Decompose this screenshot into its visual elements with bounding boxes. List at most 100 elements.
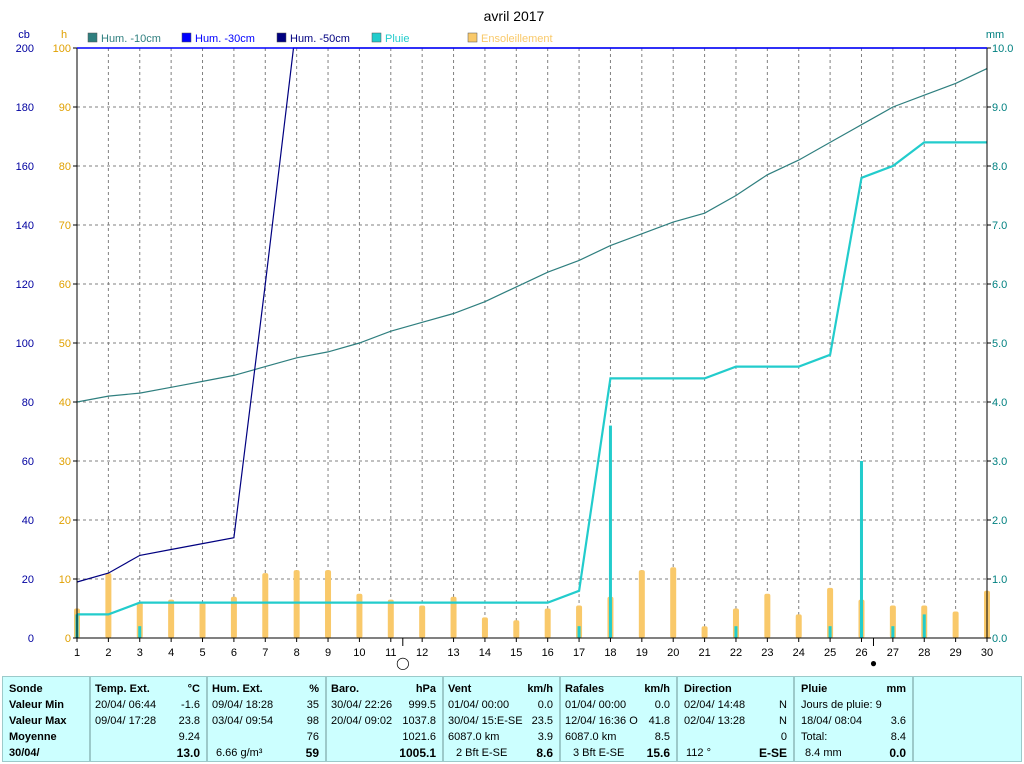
- direction-title: Direction: [684, 683, 732, 695]
- x-tick-label: 14: [479, 647, 491, 659]
- y-tick-label-mid: 70: [59, 220, 71, 232]
- direction-min-value: N: [779, 699, 787, 711]
- sunshine-bar: [105, 573, 112, 638]
- rain-daily-bar: [734, 626, 738, 638]
- vent-last: 8.6: [536, 746, 553, 760]
- vent-max-value: 23.5: [531, 715, 553, 727]
- pluie-cumul: 8.4 mm: [805, 747, 842, 759]
- series-line-hum10: [76, 68, 988, 403]
- rafales-distance: 6087.0 km: [565, 731, 617, 743]
- weather-chart: avril 2017 Hum. -10cm Hum. -30cm Hum. -50c…: [16, 8, 1014, 670]
- axes: [76, 47, 988, 639]
- row-label-max: Valeur Max: [9, 715, 67, 727]
- y-tick-label-left: 80: [22, 397, 34, 409]
- left-axis-unit: cb: [18, 29, 30, 41]
- baro-min-value: 999.5: [408, 699, 436, 711]
- y-tick-label-left: 120: [16, 279, 34, 291]
- y-tick-label-right: 10.0: [992, 43, 1013, 55]
- sunshine-bar: [670, 567, 677, 638]
- x-tick-label: 29: [949, 647, 961, 659]
- direction-degrees: 112 °: [686, 747, 711, 759]
- empty-section: [913, 676, 1022, 762]
- temp-section: Temp. Ext. °C 20/04/ 06:44 -1.6 09/04/ 17:…: [90, 676, 207, 762]
- y-tick-label-left: 200: [16, 43, 34, 55]
- temp-last: 13.0: [176, 746, 200, 760]
- vent-max-date: 30/04/ 15:E-SE: [448, 715, 523, 727]
- sunshine-bar: [952, 611, 959, 638]
- x-tick-label: 13: [447, 647, 459, 659]
- x-tick-label: 11: [385, 647, 396, 659]
- x-tick-label: 2: [105, 647, 111, 659]
- rafales-max-date: 12/04/ 16:36 O: [565, 715, 638, 727]
- sunshine-bar: [293, 570, 300, 638]
- legend-label: Hum. -50cm: [290, 33, 350, 45]
- vent-min-value: 0.0: [537, 699, 553, 711]
- baro-last: 1005.1: [399, 746, 436, 760]
- chart-title: avril 2017: [484, 8, 545, 24]
- row-label-moyenne: Moyenne: [9, 731, 57, 743]
- rain-daily-bar: [859, 461, 863, 638]
- y-tick-label-mid: 60: [59, 279, 71, 291]
- x-tick-label: 1: [74, 647, 80, 659]
- sonde-title: Sonde: [9, 683, 43, 695]
- x-tick-label: 30: [981, 647, 993, 659]
- direction-section: Direction 02/04/ 14:48 N 02/04/ 13:28 N 0 …: [677, 676, 794, 762]
- x-tick-label: 6: [231, 647, 237, 659]
- sunshine-bar: [638, 570, 645, 638]
- x-tick-label: 5: [199, 647, 205, 659]
- hum-min-value: 35: [306, 699, 319, 711]
- sunshine-bar: [325, 570, 332, 638]
- legend-label: Ensoleillement: [481, 33, 553, 45]
- baro-unit: hPa: [415, 683, 436, 695]
- temp-moyenne: 9.24: [178, 731, 200, 743]
- y-tick-label-mid: 0: [65, 633, 71, 645]
- x-tick-label: 7: [262, 647, 268, 659]
- sunshine-bar: [544, 608, 551, 638]
- pluie-last: 0.0: [889, 746, 906, 760]
- x-tick-label: 26: [855, 647, 867, 659]
- pluie-unit: mm: [886, 683, 906, 695]
- baro-max-date: 20/04/ 09:02: [331, 715, 393, 727]
- x-tick-label: 20: [667, 647, 679, 659]
- y-tick-label-right: 5.0: [992, 338, 1007, 350]
- temp-title: Temp. Ext.: [95, 683, 150, 695]
- series-lines: [76, 47, 988, 616]
- sunshine-bar: [199, 602, 206, 638]
- x-tick-label: 18: [604, 647, 616, 659]
- rafales-beaufort: 3 Bft E-SE: [573, 747, 625, 759]
- direction-moyenne: 0: [780, 731, 787, 743]
- x-tick-label: 12: [416, 647, 428, 659]
- legend-swatch: [371, 32, 382, 43]
- y-tick-label-right: 1.0: [992, 574, 1007, 586]
- y-tick-label-mid: 20: [59, 515, 71, 527]
- baro-min-date: 30/04/ 22:26: [331, 699, 393, 711]
- y-tick-label-right: 6.0: [992, 279, 1007, 291]
- y-tick-label-left: 20: [22, 574, 34, 586]
- x-tick-label: 17: [573, 647, 585, 659]
- legend: Hum. -10cm Hum. -30cm Hum. -50cm Pluie Ensol…: [87, 32, 553, 45]
- tick-labels: 0204060801001201401601802000102030405060…: [16, 43, 1014, 659]
- mid-axis-unit: h: [61, 29, 67, 41]
- rain-daily-bar: [138, 626, 142, 638]
- y-tick-label-right: 4.0: [992, 397, 1007, 409]
- x-tick-label: 23: [761, 647, 773, 659]
- row-label-date: 30/04/: [9, 747, 40, 759]
- y-tick-label-right: 3.0: [992, 456, 1007, 468]
- y-tick-label-left: 0: [28, 633, 34, 645]
- x-tick-label: 16: [542, 647, 554, 659]
- sunshine-bar: [513, 620, 520, 638]
- sunshine-bar: [764, 593, 771, 638]
- legend-swatch: [87, 32, 98, 43]
- pluie-max-date: 18/04/ 08:04: [801, 715, 863, 727]
- pluie-max-value: 3.6: [890, 715, 906, 727]
- baro-title: Baro.: [331, 683, 360, 695]
- grid: [77, 48, 987, 638]
- y-tick-label-right: 7.0: [992, 220, 1007, 232]
- vent-title: Vent: [448, 683, 472, 695]
- hum-moyenne: 76: [306, 731, 319, 743]
- y-tick-label-mid: 10: [59, 574, 71, 586]
- x-tick-label: 8: [294, 647, 300, 659]
- legend-swatch: [181, 32, 192, 43]
- y-tick-label-left: 140: [16, 220, 34, 232]
- pluie-title: Pluie: [801, 683, 828, 695]
